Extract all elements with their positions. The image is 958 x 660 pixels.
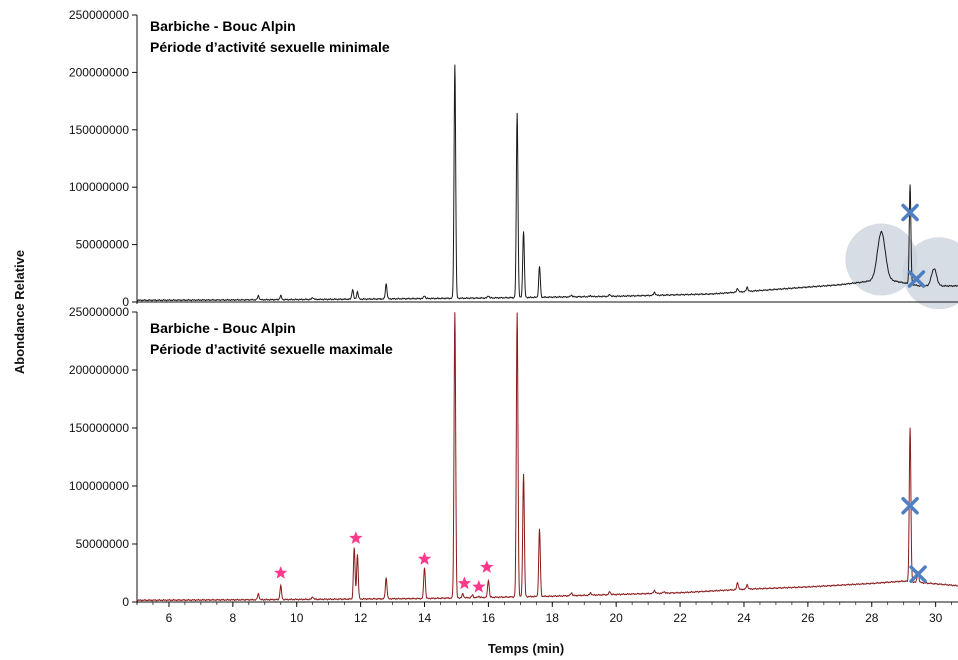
y-tick-label: 50000000 xyxy=(76,537,130,551)
x-marker xyxy=(907,270,926,288)
x-tick-label: 30 xyxy=(929,611,943,625)
star-marker xyxy=(274,566,288,579)
y-tick-label: 200000000 xyxy=(69,363,129,377)
highlight-circle xyxy=(845,223,918,296)
y-axis-title: Abondance Relative xyxy=(12,250,27,374)
y-tick-label: 100000000 xyxy=(69,479,129,493)
x-tick-label: 12 xyxy=(354,611,368,625)
y-tick-label: 200000000 xyxy=(69,65,129,79)
top-highlight-layer xyxy=(845,223,958,310)
top-panel: 0 50000000 100000000 150000000 200000000 2500… xyxy=(69,8,958,309)
star-marker xyxy=(417,552,432,565)
bottom-panel: 0 50000000 100000000 150000000 200000000 2500… xyxy=(69,305,958,625)
x-tick-label: 16 xyxy=(482,611,496,625)
bottom-marker-layer xyxy=(274,496,927,593)
x-tick-label: 18 xyxy=(546,611,560,625)
star-marker xyxy=(472,579,486,593)
x-tick-label: 24 xyxy=(737,611,751,625)
star-marker xyxy=(480,560,494,573)
y-tick-label: 0 xyxy=(122,595,129,609)
y-tick-label: 0 xyxy=(122,295,129,309)
y-tick-label: 250000000 xyxy=(69,8,129,22)
bottom-y-ticks: 0 50000000 100000000 150000000 200000000 2500… xyxy=(69,305,137,609)
x-tick-label: 6 xyxy=(166,611,173,625)
x-tick-label: 22 xyxy=(673,611,687,625)
top-trace-line xyxy=(136,64,958,302)
x-tick-label: 10 xyxy=(290,611,304,625)
star-marker xyxy=(349,531,363,544)
x-tick-label: 8 xyxy=(229,611,236,625)
x-tick-label: 20 xyxy=(610,611,624,625)
top-marker-layer xyxy=(901,203,926,288)
y-tick-label: 150000000 xyxy=(69,421,129,435)
top-chart-subtitle: Période d’activité sexuelle minimale xyxy=(150,39,390,55)
highlight-circle xyxy=(902,237,958,310)
x-marker xyxy=(909,565,927,583)
y-tick-label: 250000000 xyxy=(69,305,129,319)
x-tick-label: 26 xyxy=(801,611,815,625)
x-axis-title: Temps (min) xyxy=(488,641,564,656)
top-y-ticks: 0 50000000 100000000 150000000 200000000 2500… xyxy=(69,8,137,309)
x-tick-label: 28 xyxy=(865,611,879,625)
x-tick-label: 14 xyxy=(418,611,432,625)
bottom-trace-line xyxy=(136,312,958,602)
star-marker xyxy=(457,576,472,590)
x-marker xyxy=(901,203,919,222)
x-marker xyxy=(901,496,919,515)
bottom-chart-subtitle: Période d’activité sexuelle maximale xyxy=(150,341,393,357)
y-tick-label: 100000000 xyxy=(69,180,129,194)
top-chart-title: Barbiche - Bouc Alpin xyxy=(150,18,296,34)
bottom-chart-title: Barbiche - Bouc Alpin xyxy=(150,320,296,336)
bottom-x-ticks: 6 8 10 12 14 16 18 20 22 24 26 28 30 xyxy=(136,602,952,625)
y-tick-label: 150000000 xyxy=(69,123,129,137)
y-tick-label: 50000000 xyxy=(76,238,130,252)
